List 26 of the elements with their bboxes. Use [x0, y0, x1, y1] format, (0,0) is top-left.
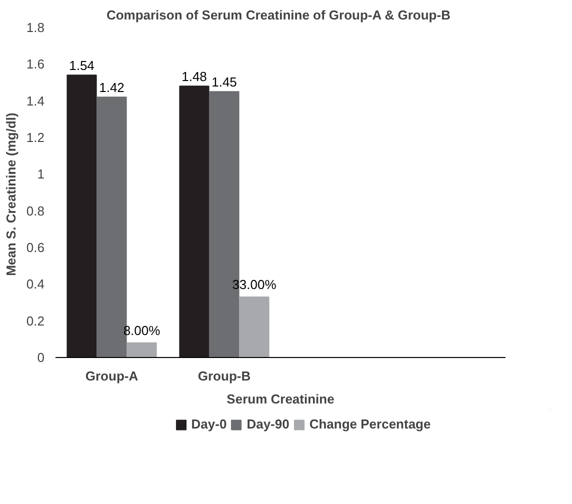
- y-tick-label: 1.6: [26, 56, 45, 72]
- data-label: 1.45: [212, 74, 237, 90]
- data-label: 1.48: [182, 69, 207, 84]
- legend-label: Day-90: [246, 416, 290, 432]
- bar: [66, 74, 97, 358]
- y-tick-label: 0.4: [26, 276, 45, 292]
- bar: [179, 86, 210, 358]
- y-tick-label: 1: [37, 166, 45, 182]
- x-tick-label: Group-A: [85, 368, 139, 384]
- y-axis-title: Mean S. Creatinine (mg/dl): [3, 112, 18, 276]
- y-tick-label: 1.8: [26, 20, 45, 35]
- legend-label: Day-0: [191, 416, 227, 432]
- chart-title: Comparison of Serum Creatinine of Group-A & Group-B: [106, 8, 450, 22]
- y-tick-label: 0: [37, 350, 45, 365]
- y-tick-label: 0.2: [26, 313, 45, 328]
- bar: [239, 296, 270, 358]
- x-axis-title: Serum Creatinine: [226, 392, 334, 406]
- bar: [126, 342, 157, 358]
- data-label: 1.42: [99, 80, 124, 96]
- y-tick-label: 1.4: [26, 93, 45, 108]
- data-label: 1.54: [69, 58, 94, 74]
- y-tick-label: 1.2: [26, 130, 45, 145]
- x-tick-label: Group-B: [198, 368, 251, 384]
- y-tick-label: 0.8: [26, 203, 45, 218]
- legend-label: Change Percentage: [309, 416, 431, 432]
- y-tick-label: 0.6: [26, 240, 45, 255]
